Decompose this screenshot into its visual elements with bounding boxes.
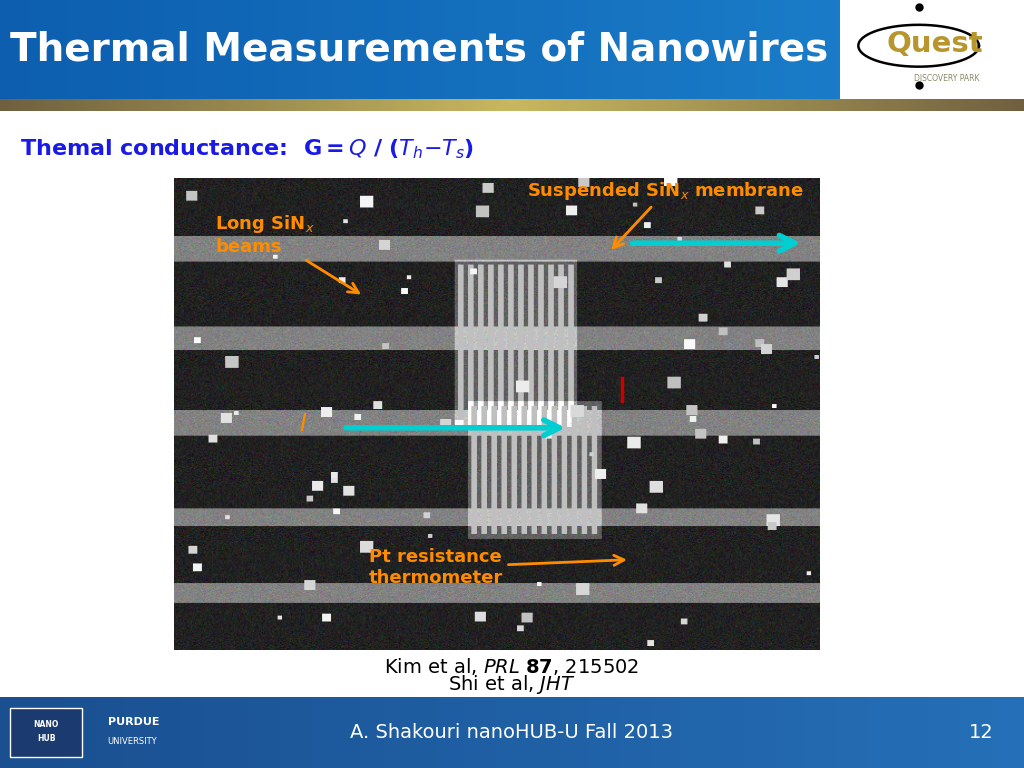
Text: Quest: Quest: [886, 30, 983, 58]
Bar: [10, 708, 82, 757]
Bar: [840, 0, 1024, 100]
Text: NANO: NANO: [34, 720, 58, 729]
Text: PURDUE: PURDUE: [108, 717, 159, 727]
Text: 12: 12: [969, 723, 993, 742]
Text: A. Shakouri nanoHUB-U Fall 2013: A. Shakouri nanoHUB-U Fall 2013: [350, 723, 674, 742]
Text: Themal conductance:  $\mathbf{G = \mathit{Q}\ /\ (\mathit{T_h}\mathrm{-}\mathit{: Themal conductance: $\mathbf{G = \mathit…: [20, 137, 475, 161]
Text: DISCOVERY PARK: DISCOVERY PARK: [914, 74, 980, 83]
Text: $\mathit{I}$: $\mathit{I}$: [299, 412, 307, 435]
Text: Long SiN$_x$
beams: Long SiN$_x$ beams: [215, 214, 358, 293]
Text: Thermal Measurements of Nanowires: Thermal Measurements of Nanowires: [10, 31, 828, 69]
Text: Kim et al, $\mathit{PRL}$ $\mathbf{87}$, 215502: Kim et al, $\mathit{PRL}$ $\mathbf{87}$,…: [384, 656, 640, 677]
Text: Shi et al, $\mathit{JHT}$: Shi et al, $\mathit{JHT}$: [449, 673, 575, 696]
Text: HUB: HUB: [37, 734, 55, 743]
Text: Pt resistance
thermometer: Pt resistance thermometer: [369, 548, 624, 587]
Text: UNIVERSITY: UNIVERSITY: [108, 737, 157, 746]
Text: Suspended SiN$_x$ membrane: Suspended SiN$_x$ membrane: [527, 180, 805, 248]
